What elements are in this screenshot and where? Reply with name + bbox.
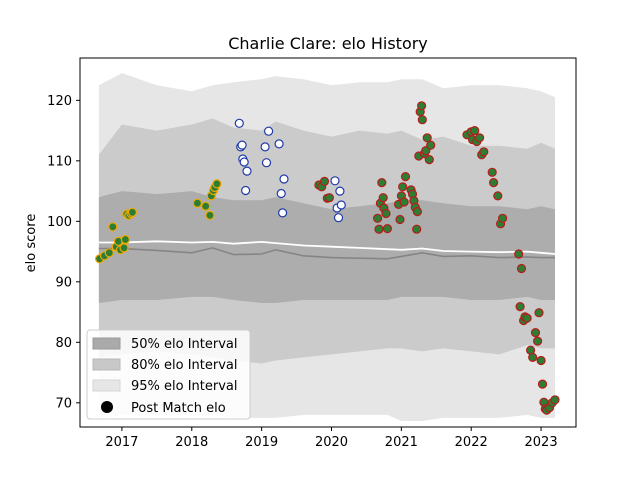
plot-frame	[79, 57, 577, 428]
data-point-s1-6	[212, 179, 222, 189]
data-point-s7-1	[515, 302, 525, 312]
mean-line	[98, 240, 556, 255]
data-point-s5-1	[374, 224, 384, 234]
data-point-s2-2	[237, 140, 247, 150]
legend-label-80: 80% elo Interval	[131, 358, 238, 373]
data-point-s6-3	[470, 126, 480, 136]
data-point-s1-2	[205, 210, 215, 220]
data-point-s5-12	[399, 197, 409, 207]
y-tick-label-100: 100	[47, 215, 72, 230]
data-point-s5-18	[412, 224, 422, 234]
legend-label-95: 95% elo Interval	[131, 379, 238, 394]
legend-label-post-match: Post Match elo	[131, 401, 226, 416]
data-point-s5-27	[424, 155, 434, 165]
data-point-s5-23	[417, 115, 427, 125]
data-point-s6-12	[498, 213, 508, 223]
x-axis: 2017 2018 2019 2020 2021 2022 2023	[105, 427, 558, 450]
data-point-s3-2	[319, 176, 330, 186]
chart-title: Charlie Clare: elo History	[228, 34, 428, 53]
data-point-s2-12	[278, 208, 288, 218]
x-tick-label-2020: 2020	[315, 435, 348, 450]
data-point-s5-28	[426, 140, 436, 150]
data-point-s6-7	[479, 147, 489, 157]
legend-swatch-80	[92, 358, 121, 371]
data-point-s7-11	[536, 355, 546, 366]
data-point-s7-9	[532, 336, 543, 346]
legend-label-50: 50% elo Interval	[131, 337, 238, 352]
data-point-s2-10	[274, 139, 284, 149]
data-point-s5-26	[422, 133, 432, 143]
y-axis-label: elo score	[24, 214, 39, 273]
data-point-s6-10	[493, 191, 503, 201]
x-tick-label-2017: 2017	[105, 435, 138, 450]
legend-frame	[86, 329, 251, 420]
legend-swatch-95	[92, 379, 121, 392]
data-point-s7-18	[550, 395, 560, 405]
y-tick-label-70: 70	[55, 396, 72, 411]
y-tick-label-90: 90	[55, 275, 72, 290]
data-point-s5-3	[377, 178, 387, 188]
data-point-s5-13	[400, 172, 411, 182]
data-point-s0-2	[104, 248, 114, 258]
legend: 50% elo Interval 80% elo Interval 95% el…	[86, 329, 251, 420]
data-point-s5-7	[382, 224, 392, 234]
data-point-s6-8	[487, 167, 497, 177]
data-point-s5-0	[373, 213, 383, 223]
data-point-s2-6	[242, 166, 252, 176]
data-point-s4-3	[335, 186, 345, 196]
legend-swatch-50	[92, 337, 121, 350]
data-point-s2-9	[264, 126, 274, 136]
post-match-points	[94, 101, 560, 415]
data-point-s1-0	[192, 198, 202, 208]
data-point-s7-10	[534, 308, 544, 318]
y-tick-label-110: 110	[47, 154, 72, 169]
data-point-s4-0	[330, 176, 340, 186]
data-point-s0-3	[108, 222, 118, 232]
data-point-s6-9	[489, 178, 499, 188]
data-point-s5-6	[381, 208, 391, 219]
data-point-s7-12	[537, 379, 548, 389]
data-point-s7-2	[516, 263, 527, 274]
y-tick-label-120: 120	[47, 94, 72, 109]
data-point-s7-0	[514, 249, 524, 259]
median-line	[98, 247, 555, 260]
x-tick-label-2019: 2019	[245, 435, 278, 450]
median-mean-lines	[98, 240, 556, 260]
data-point-s4-2	[333, 213, 344, 223]
data-point-s2-4	[239, 157, 249, 167]
data-point-s5-4	[378, 193, 388, 203]
x-tick-label-2022: 2022	[455, 435, 488, 450]
data-point-s2-11	[276, 188, 286, 199]
data-point-s2-13	[279, 174, 289, 184]
data-point-s5-11	[398, 182, 408, 192]
y-tick-label-80: 80	[55, 336, 72, 351]
x-tick-label-2018: 2018	[175, 435, 208, 450]
x-tick-label-2021: 2021	[385, 435, 418, 450]
data-point-s2-0	[234, 118, 244, 128]
legend-marker-post-match	[101, 401, 113, 413]
data-point-s6-5	[475, 133, 485, 143]
data-point-s2-5	[241, 185, 251, 196]
y-axis: 70 80 90 100 110 120	[47, 94, 80, 411]
data-point-s1-1	[201, 201, 211, 211]
data-point-s5-19	[412, 207, 422, 217]
data-point-s2-7	[260, 142, 270, 152]
data-point-s3-4	[324, 193, 334, 203]
data-point-s7-8	[530, 328, 541, 338]
data-point-s7-5	[522, 313, 532, 323]
data-point-s2-8	[261, 158, 272, 168]
data-point-s5-9	[395, 214, 405, 225]
data-point-s0-8	[120, 234, 131, 245]
data-point-s4-4	[336, 200, 346, 210]
data-point-s0-12	[127, 207, 137, 217]
x-tick-label-2023: 2023	[525, 435, 558, 450]
data-point-s5-22	[417, 101, 427, 111]
data-point-s7-7	[528, 352, 538, 362]
data-point-s0-7	[119, 243, 129, 253]
